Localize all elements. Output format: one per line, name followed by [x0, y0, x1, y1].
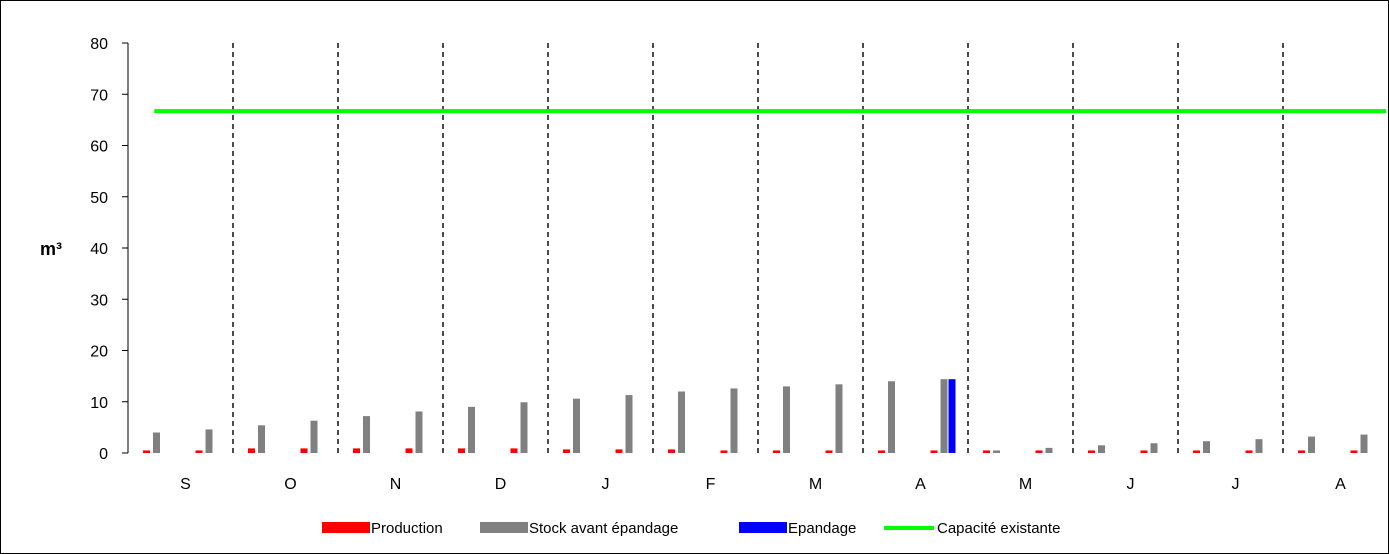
x-tick-label: S — [180, 476, 191, 493]
production-bar — [510, 448, 518, 453]
stock-bar — [415, 411, 423, 453]
production-bar — [720, 450, 728, 453]
production-bar — [195, 450, 203, 453]
y-tick-label: 40 — [90, 241, 108, 258]
stock-bar — [678, 391, 685, 453]
production-bar — [143, 450, 150, 453]
legend-label: Epandage — [788, 520, 856, 537]
production-bar — [825, 450, 833, 453]
legend-label: Stock avant épandage — [529, 520, 678, 537]
stock-bar — [1203, 441, 1210, 453]
y-tick-label: 50 — [90, 190, 108, 207]
production-bar — [773, 450, 780, 453]
legend-label: Production — [371, 520, 443, 537]
stock-bar — [888, 381, 895, 453]
x-tick-label: M — [809, 476, 822, 493]
stock-bar — [1150, 443, 1158, 453]
stock-bar — [730, 388, 738, 453]
x-tick-label: M — [1019, 476, 1032, 493]
y-tick-label: 10 — [90, 395, 108, 412]
stock-bar — [468, 406, 475, 453]
production-bar — [353, 448, 360, 453]
stock-bar — [310, 420, 318, 453]
axis-ticks — [122, 42, 128, 454]
stock-bar — [625, 395, 633, 453]
production-bar — [1140, 450, 1148, 453]
production-bar — [405, 448, 413, 453]
production-bar — [983, 450, 990, 453]
y-tick-label: 60 — [90, 139, 108, 156]
legend: Production Stock avant épandage Epandage Ca… — [322, 520, 1060, 537]
production-bar — [615, 449, 623, 453]
production-bar — [1088, 450, 1095, 453]
production-bar — [878, 450, 885, 453]
x-tick-label: N — [390, 476, 402, 493]
production-bar — [248, 448, 255, 453]
stock-bar — [993, 450, 1000, 453]
production-bar — [1298, 450, 1305, 453]
production-bar — [930, 450, 938, 453]
stock-bar — [835, 384, 843, 453]
bars — [143, 379, 1368, 453]
x-tick-label: A — [915, 476, 926, 493]
stock-bar — [1098, 445, 1105, 453]
stock-bar — [258, 425, 265, 453]
x-tick-label: A — [1335, 476, 1346, 493]
production-bar — [1035, 450, 1043, 453]
x-tick-label: J — [1127, 476, 1135, 493]
stock-bar — [205, 429, 213, 453]
stock-bar — [153, 432, 160, 453]
production-bar — [1350, 450, 1358, 453]
production-bar — [563, 449, 570, 453]
x-tick-label: F — [706, 476, 716, 493]
legend-label: Capacité existante — [937, 520, 1060, 537]
x-tick-label: J — [1232, 476, 1240, 493]
stock-bar — [573, 398, 580, 453]
epandage-bar — [948, 379, 956, 453]
production-bar — [668, 449, 675, 453]
y-tick-labels: 0 10 20 30 40 50 60 70 80 — [90, 36, 108, 463]
legend-swatch — [739, 522, 787, 533]
stock-bar — [940, 379, 948, 453]
stock-bar — [1360, 434, 1368, 453]
stock-bar — [520, 402, 528, 453]
y-tick-label: 20 — [90, 344, 108, 361]
stock-bar — [363, 416, 370, 453]
y-axis-label: m³ — [40, 239, 62, 259]
production-bar — [1193, 450, 1200, 453]
y-tick-label: 80 — [90, 36, 108, 53]
stock-bar — [1308, 436, 1315, 453]
y-tick-label: 30 — [90, 292, 108, 309]
legend-swatch — [322, 522, 370, 533]
y-tick-label: 70 — [90, 87, 108, 104]
period-dividers — [232, 43, 1284, 453]
y-tick-label: 0 — [99, 446, 108, 463]
x-tick-label: D — [495, 476, 507, 493]
production-bar — [458, 448, 465, 453]
stock-bar — [783, 386, 790, 453]
x-tick-label: J — [602, 476, 610, 493]
production-bar — [1245, 450, 1253, 453]
x-tick-label: O — [284, 476, 296, 493]
legend-swatch — [480, 522, 528, 533]
production-bar — [300, 448, 308, 453]
stock-bar — [1045, 447, 1053, 453]
stock-bar — [1255, 439, 1263, 453]
